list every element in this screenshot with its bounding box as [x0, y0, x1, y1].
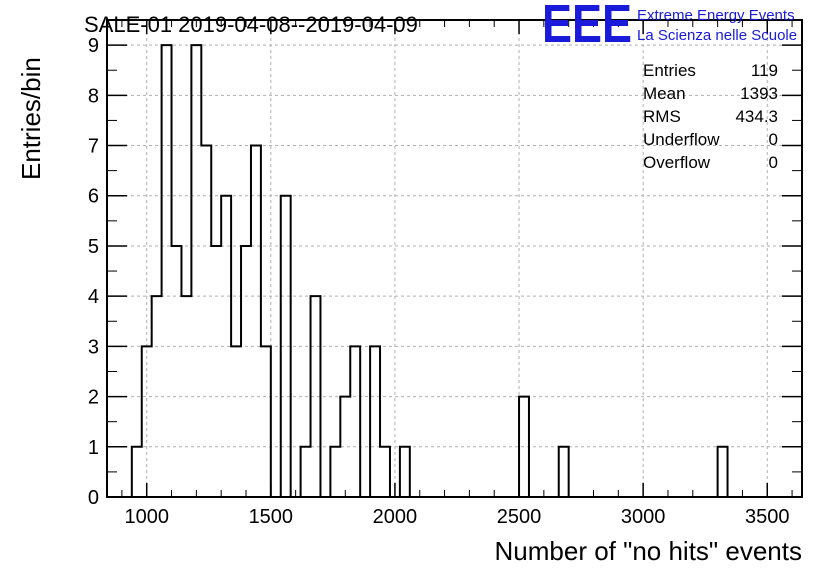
stats-value: 434.3: [735, 107, 778, 126]
x-tick-label: 2000: [373, 506, 418, 528]
stats-label: Overflow: [643, 153, 711, 172]
logo-mark: EEE: [542, 0, 632, 54]
x-tick-label: 3500: [745, 506, 790, 528]
stats-label: Mean: [643, 84, 686, 103]
stats-box: Entries 119 Mean 1393 RMS 434.3 Underflow 0 Over…: [643, 61, 778, 172]
eee-logo: EEE Extreme Energy Events La Scienza nel…: [542, 0, 797, 54]
x-tick-label: 2500: [497, 506, 542, 528]
chart-title: SALE-01 2019-04-08--2019-04-09: [84, 12, 418, 37]
x-tick-label: 1500: [249, 506, 294, 528]
logo-line-1: Extreme Energy Events: [637, 7, 795, 24]
y-tick-label: 4: [88, 286, 99, 308]
y-tick-label: 2: [88, 387, 99, 409]
y-tick-label: 1: [88, 437, 99, 459]
y-tick-label: 8: [88, 85, 99, 107]
stats-label: Entries: [643, 61, 696, 80]
x-tick-label: 3000: [621, 506, 666, 528]
stats-label: RMS: [643, 107, 681, 126]
y-tick-label: 7: [88, 136, 99, 158]
stats-label: Underflow: [643, 130, 720, 149]
stats-value: 0: [769, 130, 778, 149]
x-tick-label: 1000: [124, 506, 169, 528]
stats-value: 119: [751, 61, 778, 80]
x-axis-title: Number of "no hits" events: [495, 536, 803, 566]
plot-frame: [106, 19, 803, 498]
stats-value: 0: [769, 153, 778, 172]
y-tick-label: 3: [88, 336, 99, 358]
tick-labels: 1000 1500 2000 2500 3000 3500 0 1 2 3 4 5 6 7 8 9: [88, 35, 790, 528]
stats-value: 1393: [740, 84, 778, 103]
y-tick-label: 6: [88, 186, 99, 208]
logo-line-2: La Scienza nelle Scuole: [637, 27, 797, 44]
y-axis-title: Entries/bin: [16, 57, 46, 180]
y-tick-label: 0: [88, 487, 99, 509]
y-tick-label: 9: [88, 35, 99, 57]
y-tick-label: 5: [88, 236, 99, 258]
axis-ticks: [107, 20, 802, 498]
grid-lines: [107, 20, 802, 497]
